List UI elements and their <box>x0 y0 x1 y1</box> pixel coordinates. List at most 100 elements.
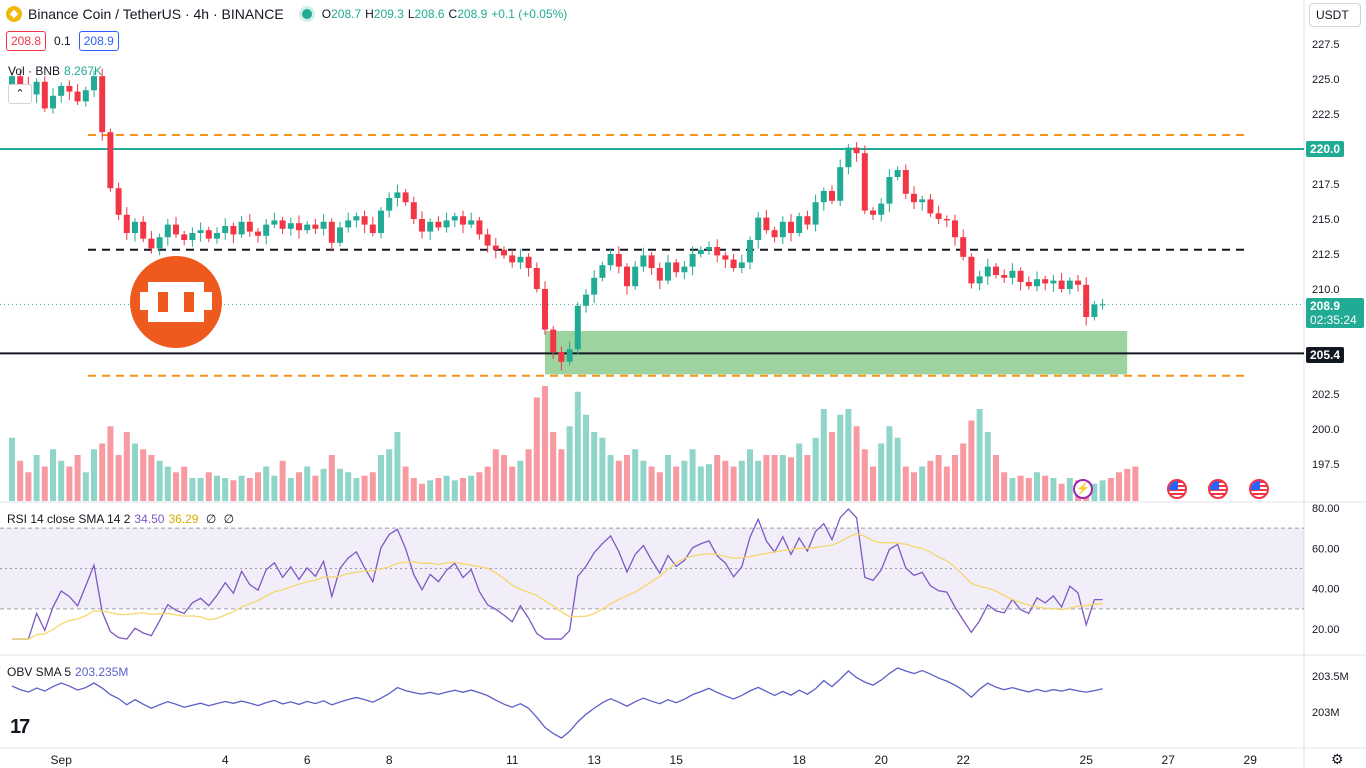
candle-body <box>738 262 745 268</box>
rsi-legend: RSI 14 close SMA 14 2 34.50 36.29 ∅ ∅ <box>7 512 234 526</box>
market-status-icon[interactable] <box>301 9 312 19</box>
rsi-line <box>12 508 1103 640</box>
volume-bar <box>550 432 557 501</box>
lightning-event-icon[interactable]: ⚡ <box>1073 479 1093 499</box>
volume-bar <box>304 466 311 501</box>
volume-bar <box>1009 478 1016 501</box>
rsi-sma-line <box>12 532 1103 640</box>
candle-body <box>58 86 65 96</box>
candle-body <box>361 216 368 225</box>
symbol-title[interactable]: Binance Coin / TetherUS · 4h · BINANCE <box>28 6 284 22</box>
us-flag-icon[interactable] <box>1167 479 1187 499</box>
candle-body <box>435 221 442 228</box>
volume-bar <box>1034 472 1040 501</box>
volume-bar <box>82 472 89 501</box>
tradingview-logo-icon[interactable]: 17 <box>10 716 30 738</box>
volume-bar <box>1107 478 1114 501</box>
volume-bar <box>123 432 130 501</box>
candle-body <box>878 203 885 215</box>
bid-ask: 208.8 0.1 208.9 <box>6 31 119 51</box>
candle-body <box>583 294 589 306</box>
volume-bar <box>837 414 844 501</box>
volume-bar <box>99 443 106 501</box>
volume-bar <box>886 426 893 501</box>
time-tick-label: 22 <box>957 753 971 767</box>
rsi-extra-1: ∅ <box>205 512 217 526</box>
candle-body <box>861 153 868 211</box>
volume-bar <box>558 449 565 501</box>
volume-bar <box>394 432 401 501</box>
price-tick-label: 212.5 <box>1312 249 1340 261</box>
candle-body <box>205 230 212 239</box>
volume-bar <box>484 466 491 501</box>
price-tick-label: 202.5 <box>1312 389 1340 401</box>
volume-bar <box>156 460 163 501</box>
spread-value: 0.1 <box>54 34 71 48</box>
last-price: 208.9 <box>1310 299 1341 313</box>
volume-bar <box>665 455 671 501</box>
candle-body <box>1001 275 1008 278</box>
us-flag-icon[interactable] <box>1208 479 1228 499</box>
candle-body <box>427 221 434 232</box>
volume-bar <box>66 466 73 501</box>
candle-body <box>943 219 950 221</box>
us-flag-icon[interactable] <box>1249 479 1269 499</box>
gear-icon[interactable]: ⚙ <box>1331 751 1344 767</box>
currency-button[interactable]: USDT <box>1309 3 1361 27</box>
volume-bar <box>451 480 458 501</box>
volume-bar <box>1132 466 1139 501</box>
candle-body <box>263 224 270 236</box>
volume-bar <box>779 455 786 501</box>
low-value: L208.6 <box>407 7 445 21</box>
volume-bar <box>706 464 712 501</box>
candle-body <box>419 219 425 232</box>
volume-bar <box>1050 478 1057 501</box>
volume-bar <box>189 478 196 501</box>
candle-body <box>99 76 106 133</box>
candle-body <box>279 220 286 229</box>
candle-body <box>312 224 319 229</box>
volume-bar <box>205 472 212 501</box>
volume-label: Vol · BNB <box>8 64 61 78</box>
candle-body <box>591 277 598 295</box>
volume-bar <box>509 466 516 501</box>
volume-bar <box>673 466 680 501</box>
chevron-up-icon: ⌃ <box>15 88 25 100</box>
candle-body <box>599 265 606 278</box>
candle-body <box>533 268 540 289</box>
bid-button[interactable]: 208.8 <box>6 31 47 51</box>
candle-body <box>542 289 548 330</box>
candle-body <box>525 256 532 268</box>
volume-bar <box>632 449 639 501</box>
candle-body <box>788 221 794 233</box>
volume-bar <box>173 472 179 501</box>
volume-bar <box>796 443 803 501</box>
candle-body <box>976 276 983 284</box>
volume-bar <box>214 475 220 501</box>
volume-bar <box>952 455 958 501</box>
candle-body <box>337 227 343 243</box>
time-tick-label: 8 <box>386 753 393 767</box>
candle-body <box>156 237 163 249</box>
collapse-legend-button[interactable]: ⌃ <box>8 84 32 104</box>
candle-body <box>624 266 630 287</box>
candle-body <box>492 245 499 250</box>
time-tick-label: 15 <box>670 753 684 767</box>
volume-bar <box>656 472 663 501</box>
candle-body <box>574 305 581 350</box>
candle-body <box>509 255 516 263</box>
volume-bar <box>181 466 188 501</box>
candle-body <box>296 223 302 231</box>
candle-body <box>33 81 40 95</box>
candle-body <box>271 220 278 225</box>
volume-bar <box>525 449 532 501</box>
volume-bar <box>902 466 909 501</box>
candle-body <box>189 233 196 240</box>
obv-value: 203.235M <box>75 665 129 679</box>
candle-body <box>632 266 639 287</box>
volume-bar <box>591 432 598 501</box>
volume-bar <box>829 432 835 501</box>
price-tick-label: 227.5 <box>1312 39 1340 51</box>
ask-button[interactable]: 208.9 <box>78 31 119 51</box>
